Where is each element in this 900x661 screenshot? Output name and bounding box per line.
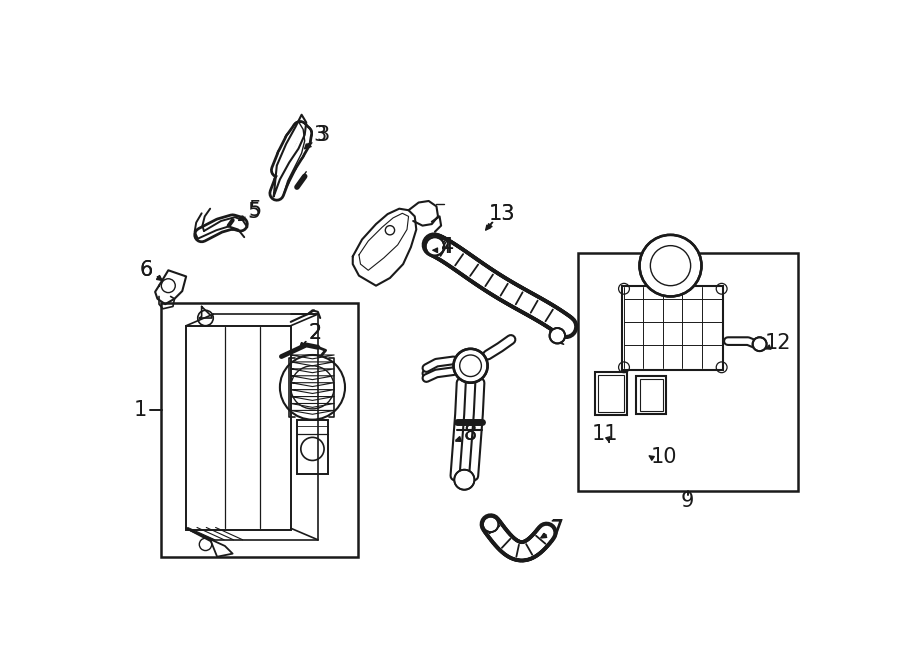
Text: 1: 1 (134, 401, 147, 420)
Text: 9: 9 (681, 491, 694, 511)
Bar (595, 372, 627, 415)
Circle shape (550, 328, 565, 344)
Bar (640, 379, 662, 411)
Text: 2: 2 (309, 323, 322, 344)
Text: 2: 2 (309, 323, 322, 344)
Text: 10: 10 (651, 447, 678, 467)
Bar (186, 326, 291, 529)
Circle shape (454, 470, 474, 490)
Text: 11: 11 (591, 424, 618, 444)
Text: 6: 6 (140, 260, 152, 280)
Circle shape (483, 517, 499, 532)
Circle shape (640, 235, 701, 297)
Text: 4: 4 (439, 237, 453, 257)
Circle shape (752, 337, 767, 351)
Text: 7: 7 (550, 519, 563, 539)
Text: 12: 12 (764, 332, 791, 353)
Circle shape (426, 237, 445, 256)
Circle shape (454, 349, 488, 383)
Text: 3: 3 (317, 125, 330, 145)
Bar (598, 375, 624, 412)
Bar (636, 375, 666, 414)
Text: 3: 3 (313, 125, 327, 145)
Text: 13: 13 (489, 204, 515, 224)
Bar (160, 303, 358, 557)
Text: 13: 13 (489, 204, 515, 224)
Bar (578, 253, 798, 491)
Text: 8: 8 (464, 424, 477, 444)
Bar (623, 286, 724, 370)
Text: 4: 4 (441, 237, 454, 257)
Text: 5: 5 (248, 200, 262, 220)
Text: 5: 5 (247, 202, 260, 221)
Text: 7: 7 (549, 520, 562, 540)
Bar (297, 420, 328, 473)
Text: 6: 6 (140, 260, 152, 280)
Text: 8: 8 (464, 424, 477, 444)
